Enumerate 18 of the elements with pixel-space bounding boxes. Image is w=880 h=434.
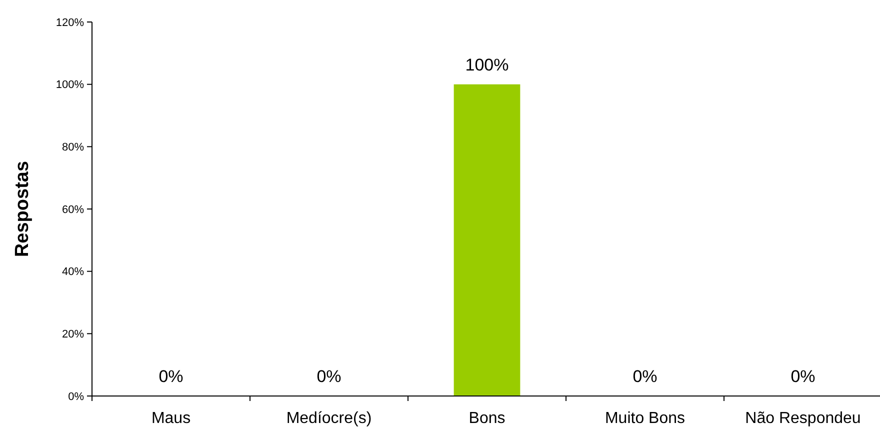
y-tick-label: 40% xyxy=(62,266,84,278)
x-tick-label: Não Respondeu xyxy=(745,410,861,427)
y-axis-title: Respostas xyxy=(12,160,33,258)
data-label: 0% xyxy=(158,367,184,386)
x-tick-label: Maus xyxy=(151,410,191,427)
y-tick-label: 60% xyxy=(62,204,84,216)
y-tick-label: 100% xyxy=(56,79,84,92)
y-tick-label: 20% xyxy=(62,328,84,341)
data-label: 0% xyxy=(790,367,816,386)
y-tick-label: 80% xyxy=(62,142,84,154)
x-tick-label: Bons xyxy=(468,410,506,427)
data-label: 0% xyxy=(632,367,658,386)
y-tick-label: 0% xyxy=(68,390,84,403)
x-tick-label: Medíocre(s) xyxy=(286,410,372,427)
x-tick-label: Muito Bons xyxy=(604,410,686,427)
y-tick-label: 120% xyxy=(56,16,84,29)
data-label: 100% xyxy=(465,55,509,74)
data-label: 0% xyxy=(316,367,342,386)
